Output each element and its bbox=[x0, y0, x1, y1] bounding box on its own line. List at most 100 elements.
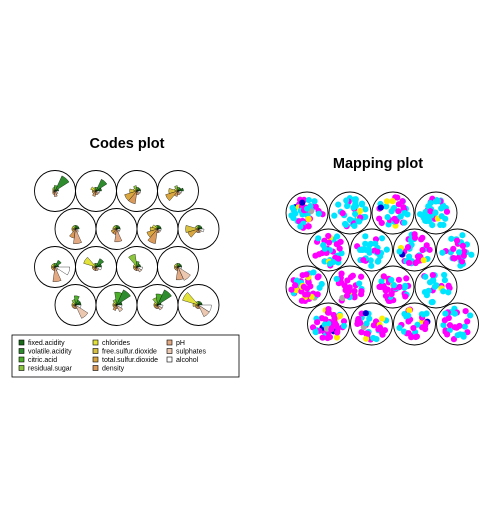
segment-density bbox=[174, 190, 179, 197]
mapped-point bbox=[331, 212, 338, 219]
codes-unit bbox=[177, 284, 220, 326]
mapped-point bbox=[325, 305, 332, 313]
segment-alcohol bbox=[74, 304, 82, 309]
mapping-unit bbox=[414, 265, 458, 309]
segment-sulphates bbox=[75, 304, 89, 319]
mapped-point bbox=[426, 246, 433, 253]
mapped-point bbox=[374, 258, 381, 265]
mapped-point bbox=[300, 283, 307, 290]
mapped-point bbox=[383, 203, 390, 210]
mapped-point bbox=[402, 293, 409, 300]
mapped-point bbox=[362, 206, 369, 213]
mapped-point bbox=[319, 334, 326, 341]
mapped-point bbox=[441, 271, 448, 279]
mapped-point bbox=[429, 298, 436, 306]
legend-label-sulphates: sulphates bbox=[176, 349, 206, 356]
mapped-point bbox=[324, 334, 331, 342]
mapped-point bbox=[467, 312, 474, 319]
mapped-point bbox=[293, 286, 300, 294]
mapped-point bbox=[395, 208, 402, 215]
segment-pH bbox=[52, 266, 62, 282]
legend-swatch-citric-acid bbox=[18, 356, 25, 363]
mapped-point bbox=[362, 213, 369, 221]
mapping-unit bbox=[371, 265, 415, 309]
mapped-point bbox=[451, 324, 458, 331]
mapped-point bbox=[445, 282, 452, 289]
mapped-point bbox=[333, 321, 340, 329]
mapped-point bbox=[391, 215, 398, 222]
mapping-unit bbox=[414, 191, 458, 235]
mapped-point bbox=[429, 221, 436, 229]
mapped-point bbox=[440, 288, 447, 295]
mapped-point bbox=[382, 292, 390, 300]
mapped-point bbox=[297, 223, 304, 230]
mapping-plot-units bbox=[285, 191, 479, 346]
mapped-point bbox=[401, 219, 408, 226]
segment-alcohol bbox=[156, 304, 164, 309]
segment-alcohol bbox=[136, 190, 141, 194]
mapped-point bbox=[344, 277, 351, 284]
codes-unit bbox=[54, 208, 97, 250]
mapping-unit bbox=[436, 302, 479, 346]
mapped-point bbox=[456, 331, 464, 338]
mapped-point bbox=[351, 294, 358, 301]
mapped-point bbox=[362, 233, 369, 240]
mapped-point bbox=[305, 223, 312, 230]
segment-density bbox=[128, 190, 138, 205]
mapped-point bbox=[455, 249, 463, 256]
mapped-point bbox=[357, 319, 364, 326]
mapped-point bbox=[464, 318, 471, 325]
mapped-point bbox=[314, 274, 321, 281]
mapped-point bbox=[389, 198, 396, 205]
segment-alcohol bbox=[156, 228, 162, 232]
legend-label-residual-sugar: residual.sugar bbox=[28, 366, 73, 373]
segment-sulphates bbox=[54, 190, 59, 195]
legend-swatch-density bbox=[92, 365, 99, 371]
mapped-point bbox=[299, 272, 306, 279]
mapped-point bbox=[314, 319, 321, 326]
mapped-point bbox=[370, 334, 377, 342]
mapped-point bbox=[363, 320, 370, 327]
legend-swatch-total-sulfur-dioxide bbox=[92, 356, 99, 363]
mapping-unit bbox=[328, 265, 372, 309]
legend-label-chlorides: chlorides bbox=[102, 340, 131, 347]
mapped-point bbox=[298, 297, 305, 304]
mapped-point bbox=[330, 311, 337, 319]
segment-density bbox=[112, 304, 117, 311]
legend-swatch-free-sulfur-dioxide bbox=[92, 348, 99, 354]
codes-plot-units bbox=[34, 170, 220, 326]
mapped-point bbox=[460, 252, 467, 259]
legend-swatch-pH bbox=[166, 339, 173, 346]
mapped-point bbox=[406, 307, 413, 314]
segment-citric-acid bbox=[73, 295, 80, 306]
mapped-point bbox=[437, 221, 444, 228]
segment-density bbox=[92, 190, 97, 197]
mapped-point bbox=[349, 272, 356, 279]
mapped-point bbox=[322, 316, 329, 323]
mapped-point bbox=[420, 311, 427, 318]
mapped-point bbox=[355, 218, 363, 225]
segment-volatile-acidity bbox=[95, 258, 105, 268]
mapped-point bbox=[335, 201, 342, 208]
mapped-point bbox=[338, 250, 345, 257]
mapped-point bbox=[368, 262, 375, 269]
segment-alcohol bbox=[54, 190, 58, 193]
mapped-point bbox=[358, 329, 365, 336]
mapped-point bbox=[376, 283, 383, 291]
mapping-unit bbox=[393, 302, 436, 346]
segment-sulphates bbox=[177, 266, 191, 281]
mapped-point bbox=[390, 282, 398, 289]
mapping-unit bbox=[285, 265, 329, 309]
mapped-point bbox=[335, 255, 342, 262]
mapped-point bbox=[405, 330, 412, 337]
mapped-point bbox=[305, 215, 312, 223]
mapped-point bbox=[402, 283, 409, 290]
mapped-point bbox=[405, 312, 412, 319]
mapped-point bbox=[445, 314, 452, 322]
mapped-point bbox=[395, 201, 402, 208]
mapped-point bbox=[448, 235, 455, 242]
mapped-point bbox=[299, 199, 306, 206]
segment-alcohol bbox=[115, 304, 123, 309]
mapped-point bbox=[315, 235, 322, 242]
